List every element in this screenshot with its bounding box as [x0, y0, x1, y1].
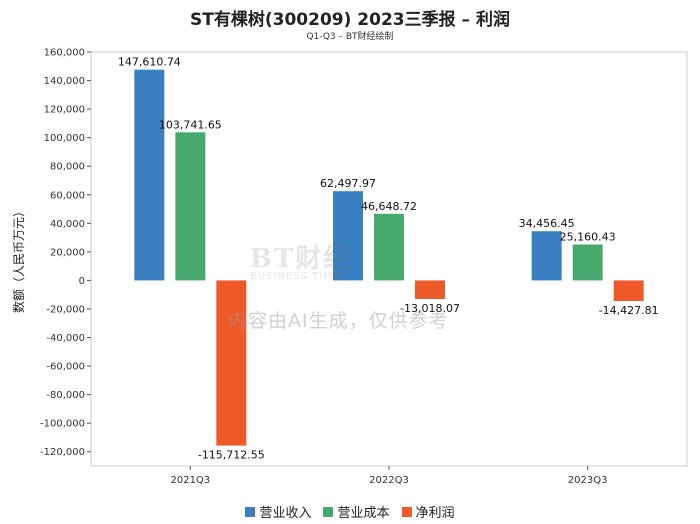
data-label: 34,456.45: [519, 217, 575, 230]
y-tick-label: 40,000: [50, 219, 85, 230]
bar-净利润-2022Q3: [415, 280, 445, 299]
y-tick-label: -60,000: [46, 362, 85, 373]
bar-营业收入-2023Q3: [531, 231, 562, 281]
y-tick-label: 60,000: [50, 190, 85, 201]
watermark-logo-subtext: BUSINESS TIMES: [250, 271, 348, 282]
bar-营业收入-2022Q3: [333, 191, 363, 281]
legend-item[interactable]: 营业成本: [323, 502, 390, 521]
y-tick-label: -100,000: [40, 419, 85, 430]
legend-swatch: [323, 506, 334, 517]
y-tick-label: 20,000: [50, 247, 85, 258]
legend-swatch: [245, 506, 256, 517]
x-tick-label: 2023Q3: [568, 475, 608, 486]
bar-营业成本-2022Q3: [374, 213, 404, 281]
y-tick-label: -20,000: [46, 304, 85, 315]
legend: 营业收入 营业成本 净利润: [0, 502, 700, 521]
legend-label: 营业收入: [259, 506, 312, 521]
watermark-logo-text: BT财经: [250, 244, 352, 274]
data-label: -115,712.55: [198, 449, 265, 462]
x-tick-label: 2021Q3: [170, 475, 210, 486]
y-tick-label: -120,000: [40, 447, 85, 458]
bar-净利润-2023Q3: [613, 280, 644, 302]
x-tick-label: 2022Q3: [369, 475, 409, 486]
legend-item[interactable]: 营业收入: [245, 502, 311, 521]
watermark-text: 内容由AI生成，仅供参考: [228, 310, 449, 332]
watermark-logo: BT财经 BUSINESS TIMES: [250, 238, 351, 282]
chart-subtitle: Q1-Q3 – BT财经绘制: [306, 32, 394, 42]
data-label: -13,018.07: [400, 302, 460, 315]
data-label: 147,610.74: [118, 56, 181, 69]
y-axis-label: 数额（人民币万元）: [11, 205, 26, 313]
bar-营业成本-2021Q3: [175, 132, 206, 281]
data-label: 62,497.97: [320, 177, 376, 190]
y-tick-label: -40,000: [46, 333, 85, 344]
legend-item[interactable]: 净利润: [401, 502, 455, 521]
y-tick-label: -80,000: [46, 390, 85, 401]
chart-title: ST有棵树(300209) 2023三季报 – 利润: [190, 10, 510, 30]
data-label: 46,648.72: [361, 200, 417, 213]
data-label: 25,160.43: [560, 230, 616, 243]
y-tick-label: 80,000: [50, 162, 85, 173]
data-label: 103,741.65: [159, 118, 222, 131]
bar-营业收入-2021Q3: [134, 69, 165, 281]
legend-swatch: [401, 506, 412, 517]
y-tick-label: 100,000: [44, 133, 85, 144]
data-label: -14,427.81: [599, 304, 659, 317]
legend-label: 营业成本: [337, 506, 390, 521]
y-tick-label: 120,000: [44, 105, 85, 116]
y-tick-label: 0: [79, 276, 85, 287]
y-tick-label: 160,000: [44, 48, 85, 59]
bar-营业成本-2023Q3: [572, 244, 603, 281]
legend-label: 净利润: [415, 506, 455, 521]
bar-净利润-2021Q3: [216, 280, 247, 446]
y-tick-label: 140,000: [44, 76, 85, 87]
